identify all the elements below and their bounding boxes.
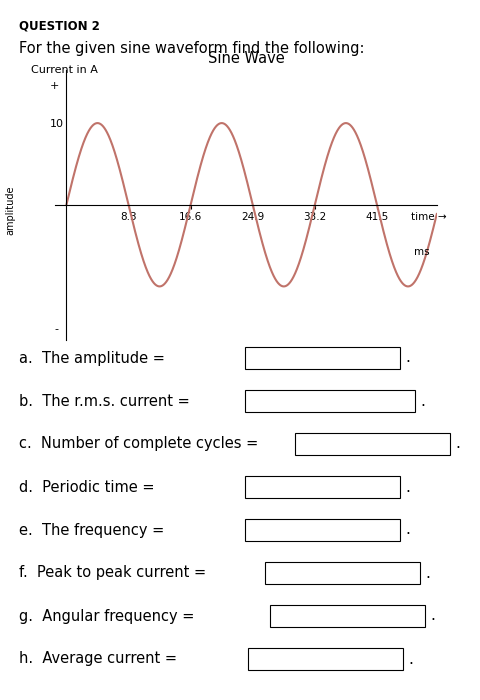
Text: QUESTION 2: QUESTION 2: [19, 20, 100, 33]
Text: .: .: [421, 393, 426, 409]
Text: .: .: [431, 608, 436, 624]
Text: b.  The r.m.s. current =: b. The r.m.s. current =: [19, 393, 190, 409]
Text: f.  Peak to peak current =: f. Peak to peak current =: [19, 566, 206, 580]
Text: .: .: [406, 351, 410, 365]
Text: -: -: [55, 324, 59, 334]
Text: d.  Periodic time =: d. Periodic time =: [19, 480, 155, 494]
Text: Current in A: Current in A: [31, 65, 98, 75]
Text: .: .: [409, 652, 414, 666]
Text: For the given sine waveform find the following:: For the given sine waveform find the fol…: [19, 41, 365, 55]
Text: time →: time →: [410, 212, 446, 222]
Text: amplitude: amplitude: [6, 186, 15, 234]
Text: +: +: [49, 81, 59, 91]
Text: a.  The amplitude =: a. The amplitude =: [19, 351, 165, 365]
Text: ms: ms: [414, 247, 430, 257]
Text: e.  The frequency =: e. The frequency =: [19, 522, 165, 538]
Text: .: .: [406, 480, 410, 494]
Title: Sine Wave: Sine Wave: [208, 51, 284, 66]
Text: .: .: [426, 566, 431, 580]
Text: .: .: [406, 522, 410, 538]
Text: g.  Angular frequency =: g. Angular frequency =: [19, 608, 194, 624]
Text: h.  Average current =: h. Average current =: [19, 652, 177, 666]
Text: c.  Number of complete cycles =: c. Number of complete cycles =: [19, 437, 258, 452]
Text: .: .: [456, 437, 461, 452]
